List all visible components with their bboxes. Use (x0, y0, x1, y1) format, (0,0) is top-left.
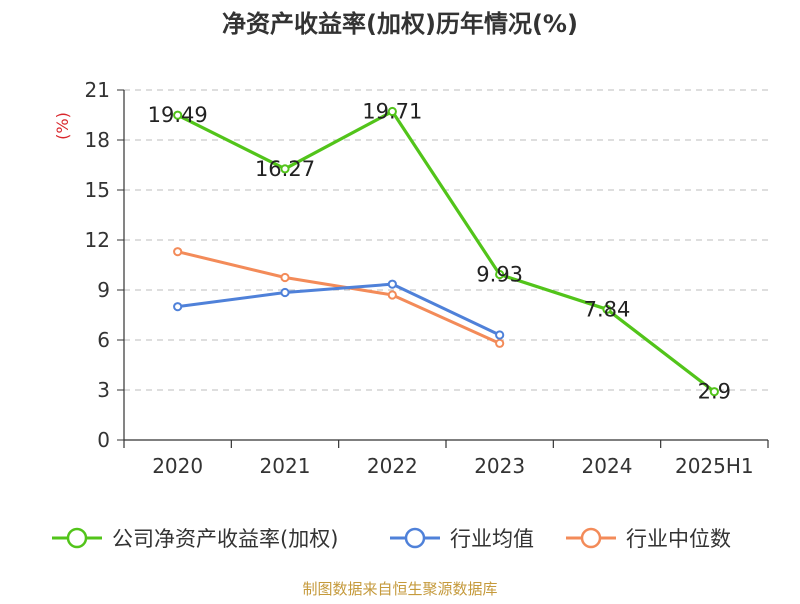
data-point-1-2 (387, 279, 397, 289)
data-point-1-0 (173, 302, 183, 312)
data-point-2-1 (280, 272, 290, 283)
data-point-1-3 (495, 330, 505, 340)
y-tick-label: 3 (97, 378, 110, 402)
x-tick-label-2022: 2022 (367, 454, 418, 478)
data-point-0-3 (495, 269, 505, 280)
data-label-4: 7.84 (584, 297, 631, 321)
y-tick-label: 6 (97, 328, 110, 352)
x-tick-label-2025H1: 2025H1 (675, 454, 754, 478)
legend-label-1: 行业均值 (450, 527, 534, 551)
x-tick-label-2023: 2023 (474, 454, 525, 478)
x-tick-label-2020: 2020 (152, 454, 203, 478)
data-point-1-1 (280, 287, 290, 298)
data-label-2: 19.71 (362, 100, 422, 124)
series-0 (173, 106, 719, 397)
legend-marker-2 (580, 527, 602, 549)
data-point-2-0 (173, 247, 183, 257)
y-tick-label: 18 (85, 128, 110, 152)
y-tick-label: 21 (85, 78, 110, 102)
data-label-5: 2.9 (698, 380, 731, 404)
axes: 0 3 6 9 12 15 18 21 2020 2021 2022 2023 2024 2025H1 (85, 78, 769, 478)
legend-label-0: 公司净资产收益率(加权) (112, 527, 338, 551)
data-point-0-1 (280, 164, 290, 174)
series-2 (173, 247, 505, 348)
data-label-0: 19.49 (148, 103, 208, 127)
y-axis-unit-label: (%) (53, 112, 72, 140)
y-tick-label: 15 (85, 178, 110, 202)
y-tick-label: 0 (97, 428, 110, 452)
series-1 (173, 279, 505, 340)
x-tick-label-2021: 2021 (260, 454, 311, 478)
data-point-0-2 (387, 106, 397, 117)
data-source-note: 制图数据来自恒生聚源数据库 (302, 580, 497, 598)
legend: 公司净资产收益率(加权) 行业均值 行业中位数 (52, 527, 731, 551)
series-line-0 (176, 109, 716, 393)
y-tick-label: 12 (85, 228, 110, 252)
data-point-0-5 (709, 387, 719, 397)
data-labels: 19.49 16.27 19.71 9.93 7.84 2.9 (148, 100, 731, 404)
series-line-2 (177, 250, 501, 345)
data-point-0-0 (173, 110, 183, 120)
data-label-1: 16.27 (255, 157, 315, 181)
grid-lines (124, 89, 768, 391)
data-point-0-4 (602, 304, 612, 314)
legend-label-2: 行业中位数 (626, 527, 731, 551)
data-point-2-3 (495, 338, 505, 348)
legend-marker-1 (404, 527, 426, 549)
legend-marker-0 (66, 527, 88, 549)
data-point-2-2 (387, 290, 397, 300)
data-label-3: 9.93 (476, 263, 523, 287)
series-line-1 (177, 282, 501, 337)
series-layer (173, 106, 719, 397)
chart-title: 净资产收益率(加权)历年情况(%) (222, 10, 578, 38)
y-tick-label: 9 (97, 278, 110, 302)
x-tick-label-2024: 2024 (582, 454, 633, 478)
